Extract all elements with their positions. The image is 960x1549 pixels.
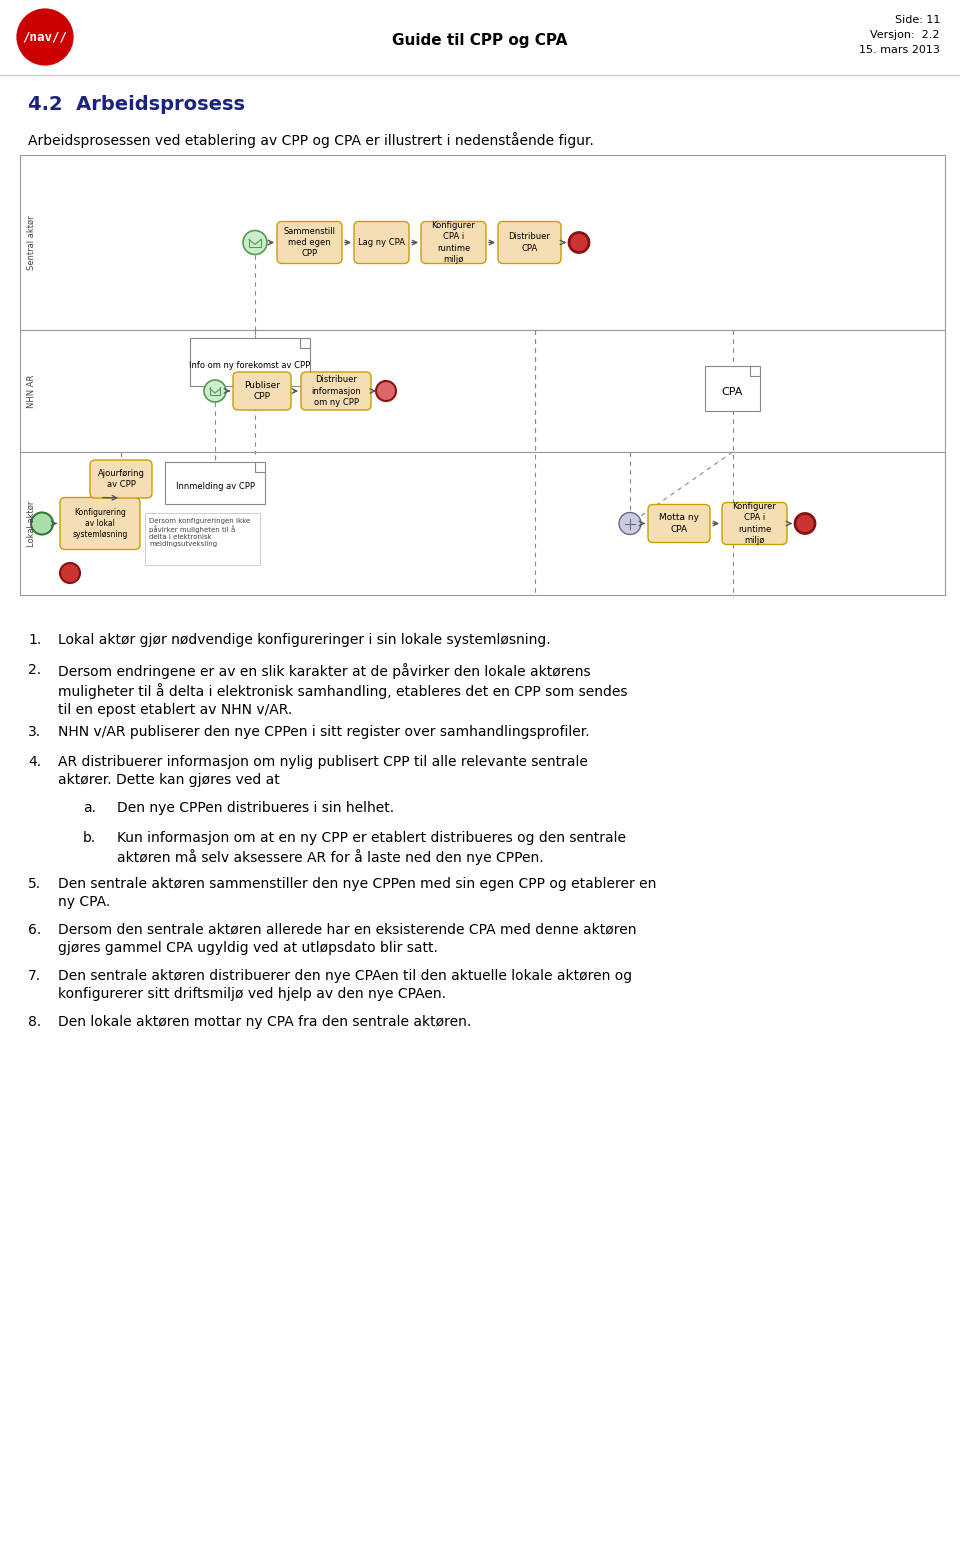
Text: Den sentrale aktøren sammenstiller den nye CPPen med sin egen CPP og etablerer e: Den sentrale aktøren sammenstiller den n…	[58, 877, 657, 909]
Circle shape	[569, 232, 589, 252]
Circle shape	[204, 380, 226, 403]
FancyBboxPatch shape	[354, 222, 409, 263]
Text: Side: 11: Side: 11	[895, 15, 940, 25]
Text: Distribuer
informasjon
om ny CPP: Distribuer informasjon om ny CPP	[311, 375, 361, 406]
Text: Sammenstill
med egen
CPP: Sammenstill med egen CPP	[283, 226, 335, 259]
FancyBboxPatch shape	[233, 372, 291, 410]
Text: /nav//: /nav//	[22, 31, 67, 43]
FancyBboxPatch shape	[648, 505, 710, 542]
Text: Innmelding av CPP: Innmelding av CPP	[176, 482, 254, 491]
Text: Motta ny
CPA: Motta ny CPA	[659, 513, 699, 533]
Text: Lokal aktør gjør nødvendige konfigureringer i sin lokale systemløsning.: Lokal aktør gjør nødvendige konfigurerin…	[58, 634, 551, 647]
FancyBboxPatch shape	[498, 222, 561, 263]
Text: Info om ny forekomst av CPP: Info om ny forekomst av CPP	[189, 361, 311, 370]
FancyBboxPatch shape	[301, 372, 371, 410]
Text: Sentral aktør: Sentral aktør	[27, 215, 36, 270]
Text: Arbeidsprosessen ved etablering av CPP og CPA er illustrert i nedenstående figur: Arbeidsprosessen ved etablering av CPP o…	[28, 132, 594, 149]
Text: Den lokale aktøren mottar ny CPA fra den sentrale aktøren.: Den lokale aktøren mottar ny CPA fra den…	[58, 1015, 471, 1029]
Text: b.: b.	[83, 830, 96, 846]
Circle shape	[795, 514, 815, 533]
FancyBboxPatch shape	[421, 222, 486, 263]
Text: 6.: 6.	[28, 923, 41, 937]
Text: Distribuer
CPA: Distribuer CPA	[509, 232, 550, 252]
Text: 7.: 7.	[28, 970, 41, 984]
Text: 3.: 3.	[28, 725, 41, 739]
Text: Publiser
CPP: Publiser CPP	[244, 381, 280, 401]
Text: Dersom endringene er av en slik karakter at de påvirker den lokale aktørens
muli: Dersom endringene er av en slik karakter…	[58, 663, 628, 717]
FancyBboxPatch shape	[90, 460, 152, 497]
Bar	[705, 366, 760, 410]
Text: Guide til CPP og CPA: Guide til CPP og CPA	[393, 33, 567, 48]
Text: AR distribuerer informasjon om nylig publisert CPP til alle relevante sentrale
a: AR distribuerer informasjon om nylig pub…	[58, 754, 588, 787]
Text: 4.2  Arbeidsprosess: 4.2 Arbeidsprosess	[28, 94, 245, 115]
Text: 1.: 1.	[28, 634, 41, 647]
Text: Dersom den sentrale aktøren allerede har en eksisterende CPA med denne aktøren
g: Dersom den sentrale aktøren allerede har…	[58, 923, 636, 954]
Text: Lokal aktør: Lokal aktør	[27, 500, 36, 547]
Text: Versjon:  2.2: Versjon: 2.2	[871, 29, 940, 40]
Bar	[20, 330, 945, 452]
Text: 2.: 2.	[28, 663, 41, 677]
Bar	[20, 452, 945, 595]
Text: Kun informasjon om at en ny CPP er etablert distribueres og den sentrale
aktøren: Kun informasjon om at en ny CPP er etabl…	[117, 830, 626, 866]
Text: Dersom konfigureringen ikke
påvirker muligheten til å
delta i elektronisk
meldin: Dersom konfigureringen ikke påvirker mul…	[149, 517, 251, 547]
Text: Konfigurer
CPA i
runtime
miljø: Konfigurer CPA i runtime miljø	[732, 502, 777, 545]
FancyBboxPatch shape	[722, 502, 787, 545]
Text: 5.: 5.	[28, 877, 41, 891]
Bar	[145, 513, 260, 564]
FancyBboxPatch shape	[60, 497, 140, 550]
FancyBboxPatch shape	[277, 222, 342, 263]
Circle shape	[619, 513, 641, 534]
Circle shape	[60, 562, 80, 582]
Text: Konfigurering
av lokal
systemløsning: Konfigurering av lokal systemløsning	[72, 508, 128, 539]
Text: 4.: 4.	[28, 754, 41, 768]
Text: CPA: CPA	[722, 387, 743, 397]
Text: Ajourføring
av CPP: Ajourføring av CPP	[98, 469, 144, 489]
Text: 8.: 8.	[28, 1015, 41, 1029]
Text: 15. mars 2013: 15. mars 2013	[859, 45, 940, 56]
Circle shape	[376, 381, 396, 401]
Text: NHN AR: NHN AR	[27, 375, 36, 407]
Text: Den sentrale aktøren distribuerer den nye CPAen til den aktuelle lokale aktøren : Den sentrale aktøren distribuerer den ny…	[58, 970, 632, 1001]
Circle shape	[243, 231, 267, 254]
Bar	[20, 155, 945, 330]
Text: Konfigurer
CPA i
runtime
miljø: Konfigurer CPA i runtime miljø	[432, 222, 475, 263]
Circle shape	[15, 8, 75, 67]
Text: NHN v/AR publiserer den nye CPPen i sitt register over samhandlingsprofiler.: NHN v/AR publiserer den nye CPPen i sitt…	[58, 725, 589, 739]
Bar	[165, 462, 265, 503]
Text: Den nye CPPen distribueres i sin helhet.: Den nye CPPen distribueres i sin helhet.	[117, 801, 395, 815]
Text: a.: a.	[83, 801, 96, 815]
Circle shape	[31, 513, 53, 534]
Text: Lag ny CPA: Lag ny CPA	[358, 239, 405, 246]
Bar	[190, 338, 310, 386]
